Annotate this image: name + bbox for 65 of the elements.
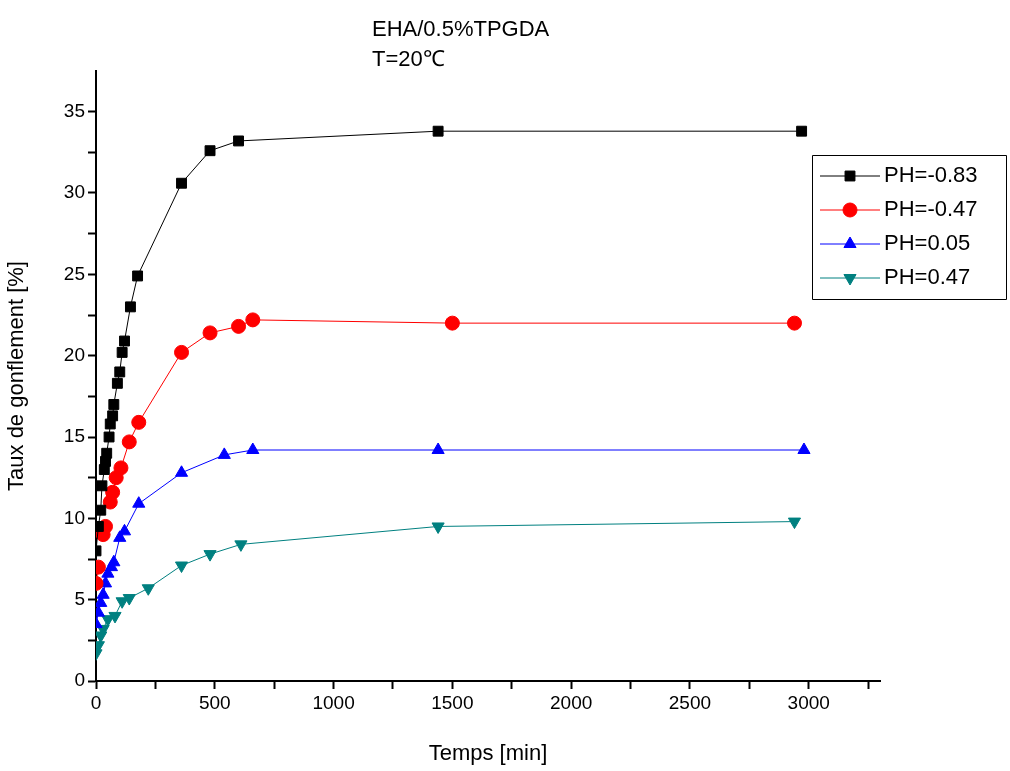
point — [202, 325, 218, 341]
point — [108, 399, 120, 410]
point — [246, 442, 260, 455]
point — [105, 484, 121, 500]
point — [116, 346, 128, 358]
point — [233, 135, 244, 147]
point — [432, 125, 444, 137]
point — [245, 312, 261, 328]
x-tick-label: 0 — [90, 691, 102, 713]
point — [217, 447, 231, 459]
x-tick-label: 2500 — [668, 691, 712, 713]
x-axis-title: Temps [min] — [428, 739, 548, 765]
y-tick-label: 5 — [74, 587, 85, 609]
point — [431, 442, 445, 455]
point — [125, 301, 136, 313]
point — [132, 496, 146, 508]
point — [796, 125, 808, 137]
y-tick-label: 0 — [74, 669, 85, 691]
y-tick-label: 10 — [63, 506, 85, 528]
point — [122, 594, 136, 606]
point — [107, 554, 121, 567]
point — [96, 504, 107, 516]
point — [121, 434, 137, 450]
point — [96, 480, 108, 492]
point — [111, 377, 123, 389]
point — [444, 315, 460, 331]
point — [103, 431, 115, 443]
legend-label: PH=0.05 — [884, 230, 971, 256]
x-tick-label: 2000 — [550, 691, 593, 713]
point — [107, 410, 119, 422]
y-tick-label: 30 — [63, 181, 85, 203]
point — [231, 318, 247, 334]
y-tick-label: 20 — [63, 343, 85, 365]
point — [141, 584, 155, 596]
y-tick-label: 25 — [63, 262, 85, 284]
chart-title: EHA/0.5%TPGDA T=20℃ — [372, 16, 550, 71]
point — [174, 344, 190, 360]
point — [113, 460, 129, 476]
point — [174, 465, 189, 477]
point — [234, 540, 248, 552]
y-tick-label: 15 — [63, 425, 85, 447]
point — [797, 442, 811, 455]
point — [119, 335, 130, 347]
point — [786, 315, 802, 331]
point — [115, 597, 129, 609]
point — [204, 145, 216, 157]
x-tick-label: 500 — [198, 691, 231, 713]
point — [101, 447, 113, 459]
point — [114, 366, 126, 378]
y-axis-title: Taux de gonflement [%] — [3, 261, 29, 491]
x-tick-label: 3000 — [787, 691, 830, 713]
point — [96, 587, 110, 599]
point — [108, 611, 122, 624]
y-tick-label: 35 — [63, 99, 85, 121]
point — [431, 522, 445, 534]
legend-label: PH=-0.83 — [884, 162, 978, 188]
point — [131, 414, 147, 430]
legend-label: PH=-0.47 — [884, 196, 978, 222]
legend-label: PH=0.47 — [884, 264, 971, 290]
point — [132, 270, 144, 282]
point — [203, 550, 217, 562]
x-tick-label: 1500 — [431, 691, 474, 713]
point — [787, 517, 802, 530]
point — [176, 177, 187, 189]
x-tick-label: 1000 — [312, 691, 355, 713]
